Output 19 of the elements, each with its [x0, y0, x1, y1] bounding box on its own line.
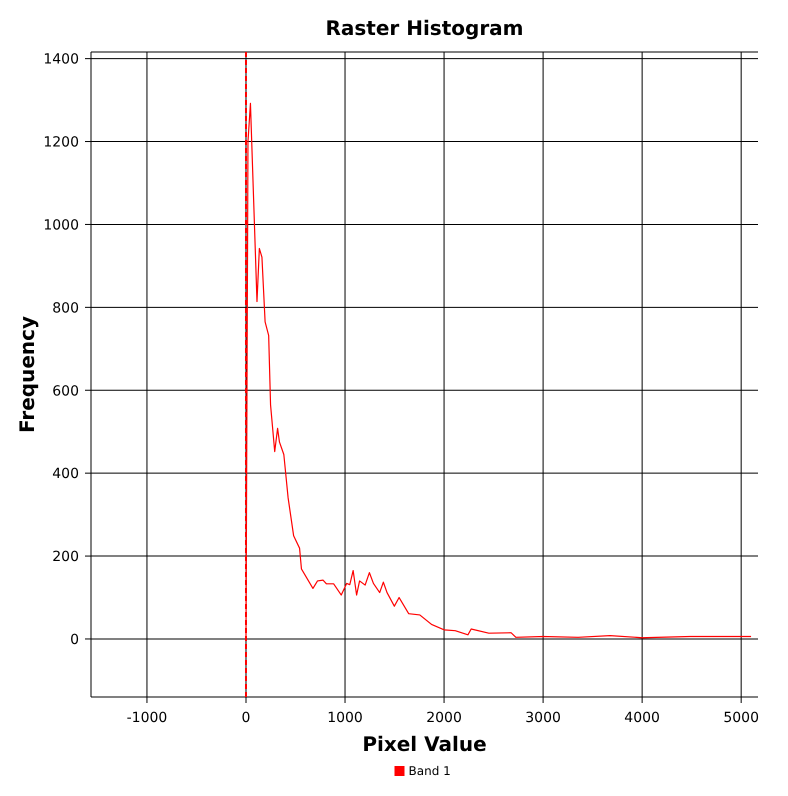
chart-title: Raster Histogram — [325, 16, 524, 40]
x-tick-label: 1000 — [327, 710, 363, 726]
y-axis-title: Frequency — [15, 316, 39, 434]
x-tick-label: 3000 — [525, 710, 561, 726]
x-tick-label: 5000 — [723, 710, 759, 726]
y-tick-label: 1400 — [43, 52, 79, 68]
y-tick-label: 1000 — [43, 217, 79, 234]
y-tick-label: 200 — [52, 549, 79, 566]
x-tick-label: -1000 — [126, 710, 168, 726]
x-tick-label: 2000 — [426, 710, 462, 726]
y-tick-label: 0 — [70, 632, 79, 648]
y-tick-label: 1200 — [43, 134, 79, 151]
y-tick-label: 800 — [52, 300, 79, 316]
x-tick-label: 4000 — [624, 710, 660, 726]
x-axis-title: Pixel Value — [362, 732, 487, 756]
legend-label: Band 1 — [408, 764, 451, 778]
y-tick-label: 600 — [52, 383, 79, 400]
x-tick-label: 0 — [242, 710, 250, 726]
y-tick-label: 400 — [52, 466, 79, 482]
